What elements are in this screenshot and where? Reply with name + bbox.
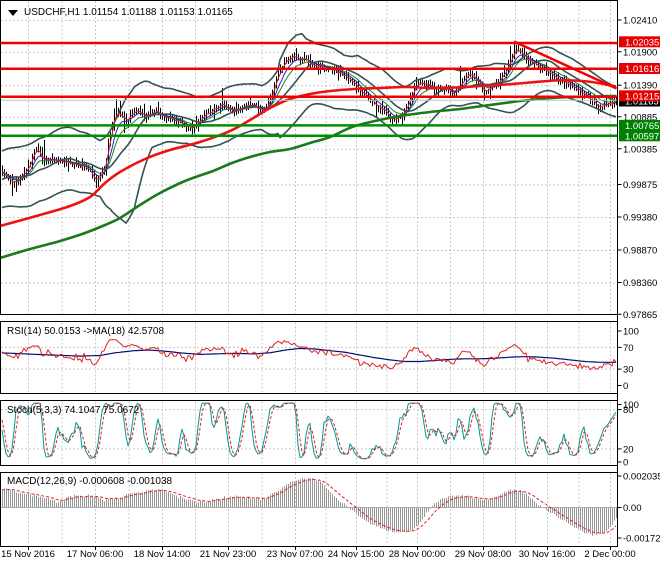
svg-text:2 Dec 00:00: 2 Dec 00:00 (584, 549, 635, 560)
svg-text:0.00: 0.00 (623, 503, 642, 514)
svg-text:0.98360: 0.98360 (623, 278, 657, 289)
svg-text:80: 80 (623, 405, 634, 416)
svg-text:100: 100 (623, 400, 639, 411)
svg-text:MACD(12,26,9) -0.000608 -0.001: MACD(12,26,9) -0.000608 -0.001038 (7, 476, 173, 487)
svg-text:17 Nov 06:00: 17 Nov 06:00 (67, 549, 124, 560)
svg-text:0.99380: 0.99380 (623, 213, 657, 224)
svg-text:-0.001725: -0.001725 (623, 534, 660, 545)
svg-text:18 Nov 14:00: 18 Nov 14:00 (134, 549, 191, 560)
svg-text:30: 30 (623, 365, 634, 376)
svg-text:USDCHF,H1 1.01154 1.01188 1.0: USDCHF,H1 1.01154 1.01188 1.01153 1.0116… (24, 7, 233, 18)
svg-text:0.98870: 0.98870 (623, 246, 657, 257)
svg-text:0.99875: 0.99875 (623, 180, 657, 191)
svg-text:1.00885: 1.00885 (623, 112, 657, 123)
svg-text:15 Nov 2016: 15 Nov 2016 (1, 549, 55, 560)
svg-text:1.01616: 1.01616 (625, 64, 659, 75)
svg-text:0.97865: 0.97865 (623, 310, 657, 321)
svg-text:30 Nov 16:00: 30 Nov 16:00 (519, 549, 576, 560)
svg-text:RSI(14) 50.0153 ->MA(18) 42.5: RSI(14) 50.0153 ->MA(18) 42.5708 (7, 326, 164, 337)
svg-text:1.00597: 1.00597 (625, 131, 659, 142)
svg-text:1.00385: 1.00385 (623, 144, 657, 155)
svg-text:28 Nov 00:00: 28 Nov 00:00 (389, 549, 446, 560)
svg-text:29 Nov 08:00: 29 Nov 08:00 (455, 549, 512, 560)
svg-text:1.02410: 1.02410 (623, 16, 657, 27)
svg-text:100: 100 (623, 327, 639, 338)
svg-text:23 Nov 07:00: 23 Nov 07:00 (267, 549, 324, 560)
svg-text:21 Nov 23:00: 21 Nov 23:00 (200, 549, 257, 560)
svg-text:1.01900: 1.01900 (623, 47, 657, 58)
svg-text:24 Nov 15:00: 24 Nov 15:00 (328, 549, 385, 560)
svg-text:1.02035: 1.02035 (625, 37, 659, 48)
svg-text:0: 0 (623, 458, 628, 469)
svg-text:1.01215: 1.01215 (625, 91, 659, 102)
svg-text:0.002035: 0.002035 (623, 472, 660, 483)
svg-text:1.01390: 1.01390 (623, 81, 657, 92)
svg-text:1.01165: 1.01165 (625, 97, 659, 108)
svg-text:70: 70 (623, 343, 634, 354)
svg-text:0: 0 (623, 381, 628, 392)
svg-text:1.00765: 1.00765 (625, 121, 659, 132)
svg-text:20: 20 (623, 444, 634, 455)
svg-text:Stoch(5,3,3) 74.1047 75.0672: Stoch(5,3,3) 74.1047 75.0672 (7, 405, 140, 416)
